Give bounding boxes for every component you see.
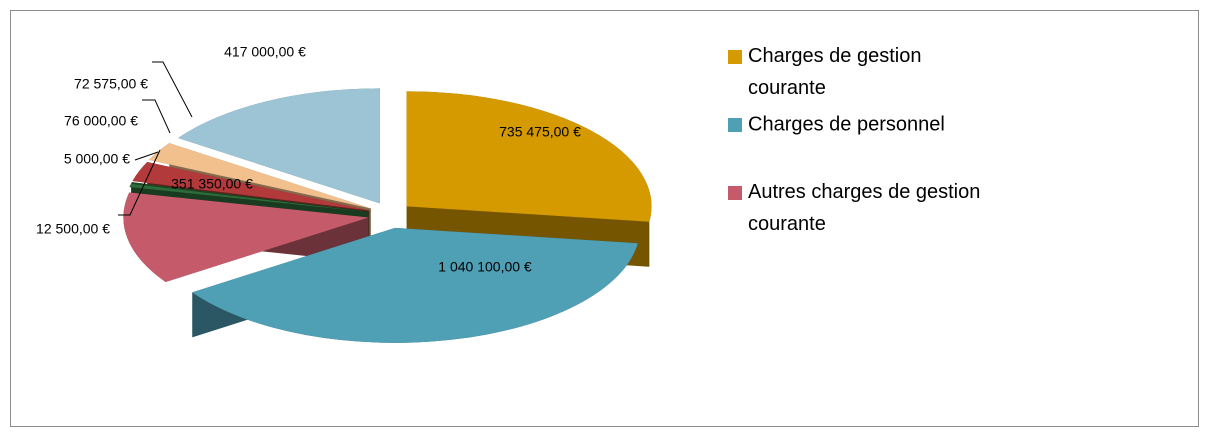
slice: [129, 183, 369, 212]
legend-label: Charges de personnel: [748, 113, 945, 135]
slice: [406, 91, 652, 222]
data-labels: 735 475,00 € 1 040 100,00 € 351 350,00 € 12…: [36, 44, 581, 275]
data-label: 351 350,00 €: [171, 176, 253, 192]
leader-line: [142, 99, 171, 134]
data-label: 12 500,00 €: [36, 221, 110, 237]
slice: [123, 192, 369, 282]
slice: [132, 161, 370, 211]
legend-label: Autres charges de gestion courante: [748, 181, 980, 235]
legend-swatch: [728, 186, 742, 200]
slice: [178, 88, 380, 204]
leader-line: [134, 151, 159, 161]
data-label: 1 040 100,00 €: [438, 259, 532, 275]
data-label: 76 000,00 €: [64, 113, 138, 129]
data-label: 735 475,00 €: [499, 124, 581, 140]
legend: Charges de gestion courante Charges de per…: [728, 45, 980, 235]
slice: [148, 143, 371, 209]
legend-label: Charges de gestion courante: [748, 45, 921, 99]
slice-tops: [123, 88, 652, 343]
slice: [192, 227, 638, 343]
leader-line: [152, 61, 193, 118]
data-label: 417 000,00 €: [224, 44, 306, 60]
legend-swatch: [728, 118, 742, 132]
data-label: 72 575,00 €: [74, 76, 148, 92]
leader-line: [118, 149, 161, 216]
legend-swatch: [728, 50, 742, 64]
slice: [131, 182, 369, 212]
data-label: 5 000,00 €: [64, 151, 130, 167]
